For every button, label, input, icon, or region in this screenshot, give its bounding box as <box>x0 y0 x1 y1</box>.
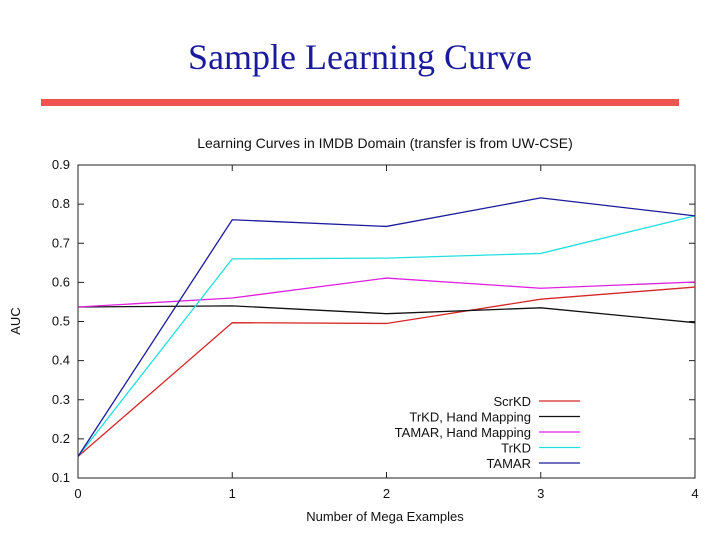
y-tick-label: 0.1 <box>52 470 70 485</box>
legend-label: TrKD <box>501 441 531 456</box>
title-divider <box>41 99 679 106</box>
legend-label: TrKD, Hand Mapping <box>409 410 531 425</box>
x-tick-label: 1 <box>229 486 236 501</box>
legend-label: ScrKD <box>493 394 531 409</box>
series-line-1 <box>77 305 696 324</box>
x-tick-label: 4 <box>691 486 698 501</box>
y-tick-label: 0.2 <box>52 431 70 446</box>
y-tick-label: 0.8 <box>52 196 70 211</box>
y-tick-label: 0.6 <box>52 274 70 289</box>
x-tick-label: 3 <box>537 486 544 501</box>
series-line-2 <box>77 277 696 308</box>
ticks-layer: 0.1 0.2 0.3 0.4 0.5 0.6 0.7 0.8 0.9 0 1 2 3 4 <box>52 157 699 501</box>
series-line-4 <box>77 197 696 457</box>
y-tick-label: 0.4 <box>52 353 70 368</box>
x-axis-label: Number of Mega Examples <box>306 509 464 524</box>
series-layer <box>77 197 696 457</box>
y-tick-label: 0.9 <box>52 157 70 172</box>
chart-title: Learning Curves in IMDB Domain (transfer… <box>197 135 573 151</box>
slide-title: Sample Learning Curve <box>188 37 532 77</box>
x-tick-label: 2 <box>383 486 390 501</box>
x-tick-label: 0 <box>74 486 81 501</box>
plot-area-frame <box>77 164 696 479</box>
y-tick-label: 0.7 <box>52 235 70 250</box>
legend-label: TAMAR, Hand Mapping <box>395 425 531 440</box>
y-tick-label: 0.3 <box>52 392 70 407</box>
series-line-0 <box>77 286 696 457</box>
y-tick-label: 0.5 <box>52 314 70 329</box>
series-line-3 <box>77 215 696 457</box>
legend-label: TAMAR <box>486 456 531 471</box>
y-axis-label: AUC <box>8 307 23 334</box>
